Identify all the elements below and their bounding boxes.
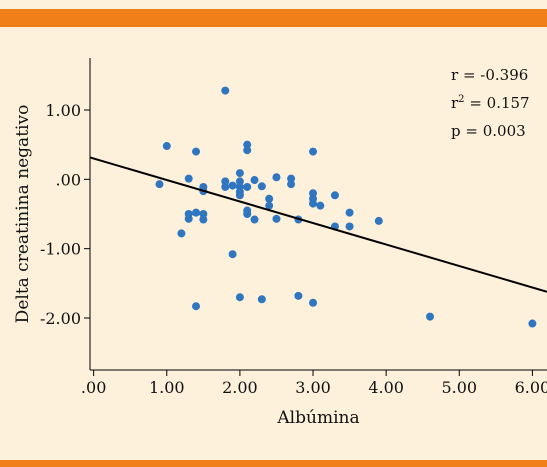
y-axis-title: Delta creatinina negativo bbox=[13, 105, 33, 324]
data-point bbox=[177, 229, 186, 238]
data-point bbox=[199, 215, 208, 224]
data-point bbox=[272, 214, 281, 223]
data-point bbox=[235, 293, 244, 302]
data-point bbox=[243, 182, 252, 191]
data-point bbox=[243, 210, 252, 218]
data-point bbox=[228, 181, 237, 190]
y-tick-label: 1.00 bbox=[45, 101, 81, 120]
y-tick-label: -2.00 bbox=[40, 309, 81, 328]
data-point bbox=[228, 250, 237, 259]
data-point bbox=[316, 201, 325, 210]
data-point bbox=[221, 177, 230, 186]
x-tick-label: 3.00 bbox=[295, 378, 331, 397]
data-point bbox=[309, 147, 318, 156]
stat-annotation: r2 = 0.157 bbox=[451, 94, 530, 112]
data-point bbox=[330, 191, 339, 200]
data-point bbox=[250, 176, 259, 185]
data-point bbox=[309, 199, 318, 208]
stat-prefix: p = bbox=[451, 122, 483, 140]
data-point bbox=[426, 312, 435, 321]
data-point bbox=[221, 182, 230, 191]
data-point bbox=[265, 194, 274, 203]
data-point bbox=[155, 180, 164, 189]
data-point bbox=[309, 298, 318, 307]
data-point bbox=[309, 189, 318, 198]
data-point bbox=[528, 319, 537, 328]
data-point bbox=[257, 295, 266, 304]
regression-line bbox=[89, 156, 547, 293]
data-point bbox=[345, 222, 354, 231]
data-point bbox=[235, 191, 244, 200]
statistics-annotations: r = -0.396 r2 = 0.157 p = 0.003 bbox=[451, 66, 530, 140]
top-accent-bar bbox=[0, 9, 547, 27]
data-point bbox=[272, 173, 281, 182]
x-tick-label: 1.00 bbox=[149, 378, 185, 397]
x-axis-title: Albúmina bbox=[276, 408, 359, 428]
y-tick-label: -1.00 bbox=[40, 240, 81, 259]
data-point bbox=[345, 208, 354, 217]
bottom-accent-bar bbox=[0, 460, 547, 467]
data-point bbox=[235, 169, 244, 178]
x-tick-label: 2.00 bbox=[222, 378, 258, 397]
data-point bbox=[257, 182, 266, 191]
data-point bbox=[192, 208, 201, 217]
data-point bbox=[243, 146, 252, 155]
data-point bbox=[192, 302, 201, 311]
data-point bbox=[287, 180, 296, 189]
data-point bbox=[184, 174, 193, 183]
stat-annotation: r = -0.396 bbox=[451, 66, 528, 84]
data-point bbox=[287, 174, 296, 183]
x-tick-label: 6.00 bbox=[515, 378, 547, 397]
x-tick-label: 4.00 bbox=[368, 378, 404, 397]
stat-value: 0.003 bbox=[483, 122, 526, 140]
data-point bbox=[221, 86, 230, 95]
stat-value: = 0.157 bbox=[465, 94, 530, 112]
regression-line-group bbox=[89, 156, 547, 293]
data-point bbox=[235, 177, 244, 186]
x-tick-label: 5.00 bbox=[441, 378, 477, 397]
stat-annotation: p = 0.003 bbox=[451, 122, 526, 140]
data-point bbox=[199, 210, 208, 218]
axes: .00 1.00 2.00 3.00 4.00 5.00 6.00 1.00 .00 -1.00 -… bbox=[13, 58, 547, 428]
data-point bbox=[243, 140, 252, 149]
stat-prefix: r bbox=[451, 94, 459, 112]
stat-value: -0.396 bbox=[480, 66, 528, 84]
data-point bbox=[374, 216, 383, 225]
data-points bbox=[155, 86, 537, 328]
y-tick-label: .00 bbox=[56, 170, 81, 189]
data-point bbox=[162, 142, 171, 151]
data-point bbox=[265, 201, 274, 210]
stat-prefix: r = bbox=[451, 66, 480, 84]
data-point bbox=[294, 291, 303, 300]
x-tick-label: .00 bbox=[81, 378, 106, 397]
data-point bbox=[192, 147, 201, 156]
stat-superscript: 2 bbox=[458, 94, 464, 105]
data-point bbox=[250, 215, 259, 224]
data-point bbox=[184, 214, 193, 223]
